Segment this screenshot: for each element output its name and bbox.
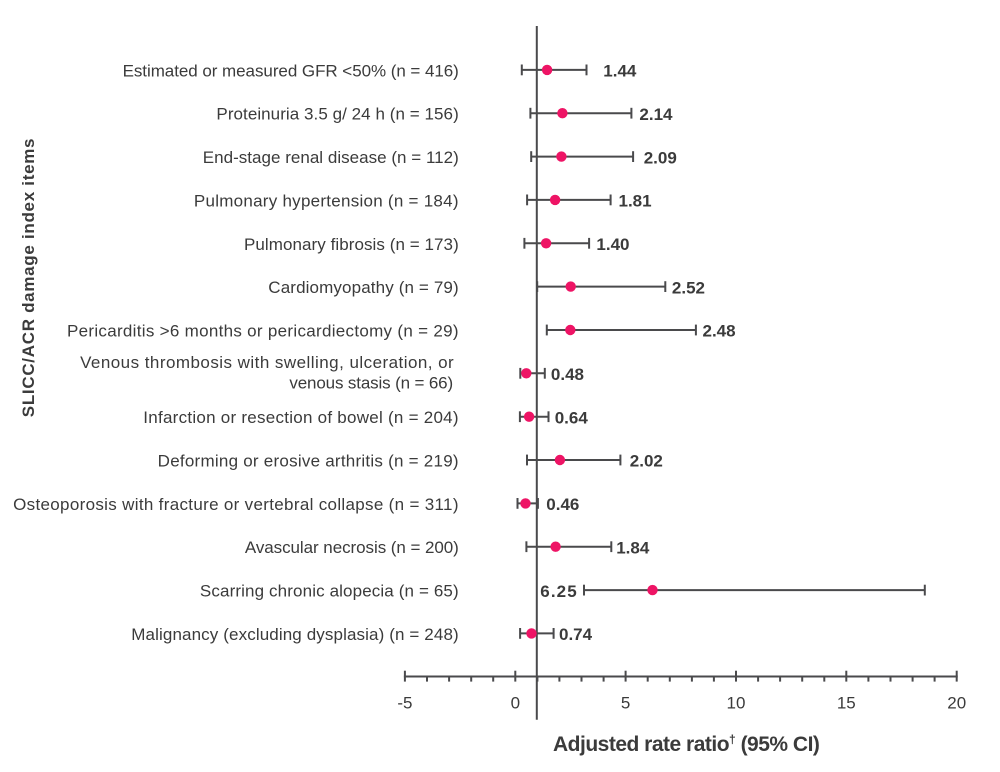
svg-text:1.81: 1.81	[619, 192, 652, 211]
svg-text:Malignancy (excluding dysplasi: Malignancy (excluding dysplasia) (n = 24…	[131, 625, 459, 644]
svg-text:Proteinuria 3.5 g/ 24 h (n = 1: Proteinuria 3.5 g/ 24 h (n = 156)	[216, 105, 458, 124]
svg-text:Deforming or erosive arthritis: Deforming or erosive arthritis (n = 219)	[158, 452, 459, 471]
svg-text:2.48: 2.48	[703, 322, 736, 341]
svg-text:2.52: 2.52	[672, 278, 705, 297]
svg-text:-5: -5	[397, 694, 412, 713]
svg-text:Adjusted rate ratio† (95% CI): Adjusted rate ratio† (95% CI)	[553, 732, 819, 756]
svg-text:Cardiomyopathy (n = 79): Cardiomyopathy (n = 79)	[268, 278, 459, 297]
svg-text:Infarction or resection of bow: Infarction or resection of bowel (n = 20…	[143, 408, 459, 427]
svg-text:0.48: 0.48	[551, 365, 584, 384]
svg-text:5: 5	[621, 694, 630, 713]
svg-text:15: 15	[837, 694, 856, 713]
svg-text:0.46: 0.46	[546, 495, 579, 514]
svg-text:Scarring chronic alopecia (n =: Scarring chronic alopecia (n = 65)	[200, 582, 459, 601]
svg-text:2.09: 2.09	[644, 148, 677, 167]
svg-text:Venous thrombosis with swellin: Venous thrombosis with swelling, ulcerat…	[80, 353, 454, 372]
svg-text:1.40: 1.40	[596, 235, 629, 254]
svg-text:2.14: 2.14	[639, 105, 673, 124]
svg-text:Pulmonary hypertension (n = 18: Pulmonary hypertension (n = 184)	[194, 191, 459, 210]
svg-text:1.84: 1.84	[616, 538, 650, 557]
svg-text:0.74: 0.74	[559, 625, 593, 644]
svg-text:6.25: 6.25	[540, 582, 578, 601]
svg-text:1.44: 1.44	[603, 62, 637, 81]
svg-text:0: 0	[511, 694, 520, 713]
svg-text:Estimated or measured GFR <50%: Estimated or measured GFR <50% (n = 416)	[123, 61, 459, 80]
svg-text:Pericarditis >6 months or peri: Pericarditis >6 months or pericardiectom…	[67, 322, 459, 341]
svg-text:2.02: 2.02	[630, 452, 663, 471]
svg-text:Avascular necrosis (n = 200): Avascular necrosis (n = 200)	[245, 538, 459, 557]
svg-text:venous stasis (n = 66): venous stasis (n = 66)	[289, 373, 453, 392]
svg-text:20: 20	[947, 694, 966, 713]
svg-text:Pulmonary fibrosis (n = 173): Pulmonary fibrosis (n = 173)	[244, 235, 459, 254]
svg-text:0.64: 0.64	[555, 408, 589, 427]
svg-text:SLICC/ACR damage index items: SLICC/ACR damage index items	[19, 138, 38, 417]
svg-text:End-stage renal disease (n = 1: End-stage renal disease (n = 112)	[203, 148, 459, 167]
svg-text:10: 10	[727, 694, 746, 713]
svg-text:Osteoporosis with fracture or: Osteoporosis with fracture or vertebral …	[13, 495, 459, 514]
